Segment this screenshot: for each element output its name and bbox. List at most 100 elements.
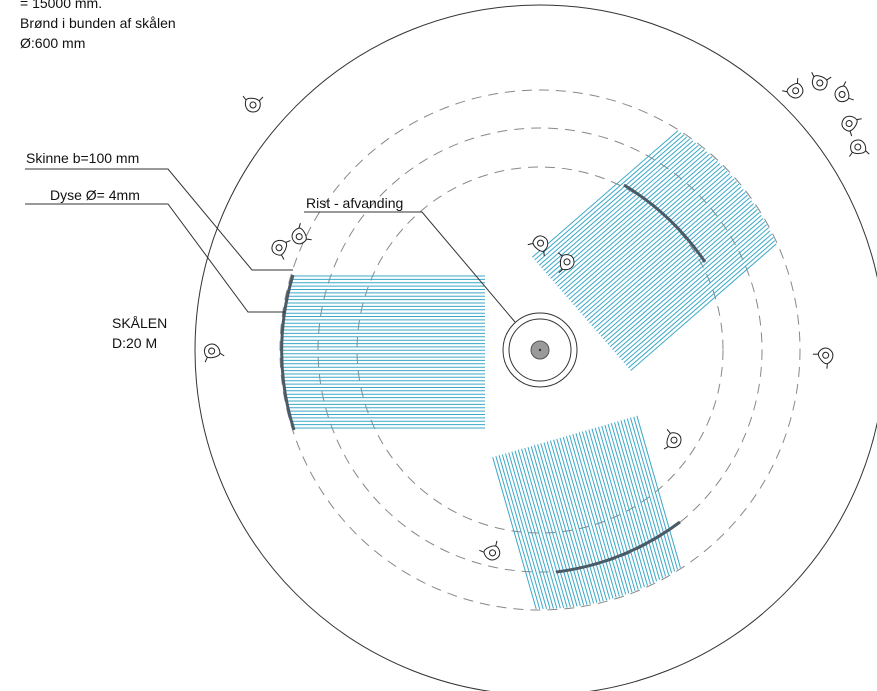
spray-line (538, 136, 688, 266)
spray-line (591, 191, 746, 327)
spray-zone-left (281, 275, 485, 429)
spray-line (562, 436, 611, 600)
spray-line (530, 446, 578, 607)
spray-line (577, 175, 733, 311)
spray-line (524, 447, 571, 608)
spray-line (521, 448, 568, 608)
person-icon (479, 540, 501, 561)
spray-line (586, 186, 742, 321)
spray-line (582, 181, 737, 316)
spray-line (534, 132, 682, 261)
person-icon (271, 239, 291, 260)
spray-line (517, 449, 565, 609)
spray-line (561, 158, 716, 292)
spray-line (598, 200, 752, 335)
spray-line (508, 452, 554, 609)
spray-line (557, 153, 710, 287)
label-nozzle: Dyse Ø= 4mm (50, 187, 140, 203)
spray-line (607, 212, 760, 345)
spray-line (591, 428, 639, 590)
spray-line (617, 421, 664, 579)
spray-line (581, 431, 630, 594)
spray-line (593, 194, 748, 329)
spray-line (625, 237, 774, 366)
notes-block: = 15000 mm. Brønd i bunden af skålen Ø:6… (20, 0, 176, 53)
bowl-outer-circle (194, 4, 877, 691)
spray-line (610, 423, 658, 582)
person-icon (203, 343, 225, 363)
spray-zone-lower (492, 415, 681, 610)
spray-zone-upper-right (531, 130, 777, 371)
spray-line (505, 453, 551, 609)
rail-left (280, 274, 296, 431)
spray-line (543, 442, 591, 605)
note-line-3: Ø:600 mm (20, 35, 86, 51)
person-icon (782, 78, 804, 99)
spray-line (501, 454, 548, 610)
spray-line (614, 221, 766, 353)
spray-line (623, 419, 670, 575)
spray-line (580, 178, 735, 313)
spray-line (623, 233, 773, 363)
spray-line (553, 439, 601, 603)
leader-grate (304, 211, 516, 323)
spray-line (541, 138, 691, 269)
spray-line (550, 147, 702, 279)
note-line-1: = 15000 mm. (20, 0, 103, 11)
spray-line (563, 160, 718, 295)
person-icon (834, 81, 854, 103)
label-bowl-diameter: D:20 M (112, 335, 158, 351)
spray-line (573, 170, 728, 306)
spray-line (598, 426, 645, 588)
spray-line (628, 240, 776, 369)
spray-line (569, 434, 617, 598)
spray-line (498, 455, 544, 610)
spray-line (568, 165, 723, 300)
spray-line (559, 437, 608, 601)
label-bowl-name: SKÅLEN (112, 315, 168, 331)
person-icon (557, 252, 575, 274)
label-rail: Skinne b=100 mm (26, 150, 140, 166)
spray-line (527, 446, 575, 607)
spray-line (492, 457, 537, 610)
person-icon (812, 347, 834, 369)
spray-line (604, 424, 651, 585)
spray-line (514, 450, 561, 609)
spray-line (618, 227, 769, 358)
well-inner-ring (508, 318, 572, 382)
spray-line (633, 416, 678, 570)
spray-line (607, 423, 655, 583)
spray-line (543, 140, 694, 271)
spray-line (614, 422, 661, 580)
rail-upper-right (623, 183, 707, 263)
spray-line (594, 427, 642, 589)
spray-line (565, 435, 614, 599)
spray-line (585, 430, 633, 593)
spray-line (556, 438, 604, 602)
note-line-2: Brønd i bunden af skålen (20, 15, 176, 31)
persons-layer (203, 72, 870, 561)
spray-line (588, 429, 636, 592)
spray-line (531, 130, 679, 258)
label-grate: Rist - afvanding (306, 195, 404, 211)
spray-line (547, 144, 699, 277)
spray-line (511, 451, 558, 609)
spray-line (621, 230, 771, 361)
spray-line (626, 418, 673, 574)
spray-line (533, 445, 581, 606)
person-icon (527, 235, 549, 257)
spray-line (536, 134, 685, 263)
spray-line (630, 243, 777, 371)
spray-line (636, 415, 681, 568)
spray-line (609, 215, 762, 348)
spray-line (495, 456, 541, 610)
dashed-ring-outer (279, 89, 801, 611)
person-icon (663, 429, 682, 450)
rail-lower (555, 520, 681, 574)
person-icon (841, 115, 862, 137)
spray-line (584, 183, 740, 319)
person-icon (242, 95, 264, 113)
leader-rail (25, 168, 293, 271)
leader-nozzle (25, 203, 285, 313)
spray-line (578, 432, 627, 595)
